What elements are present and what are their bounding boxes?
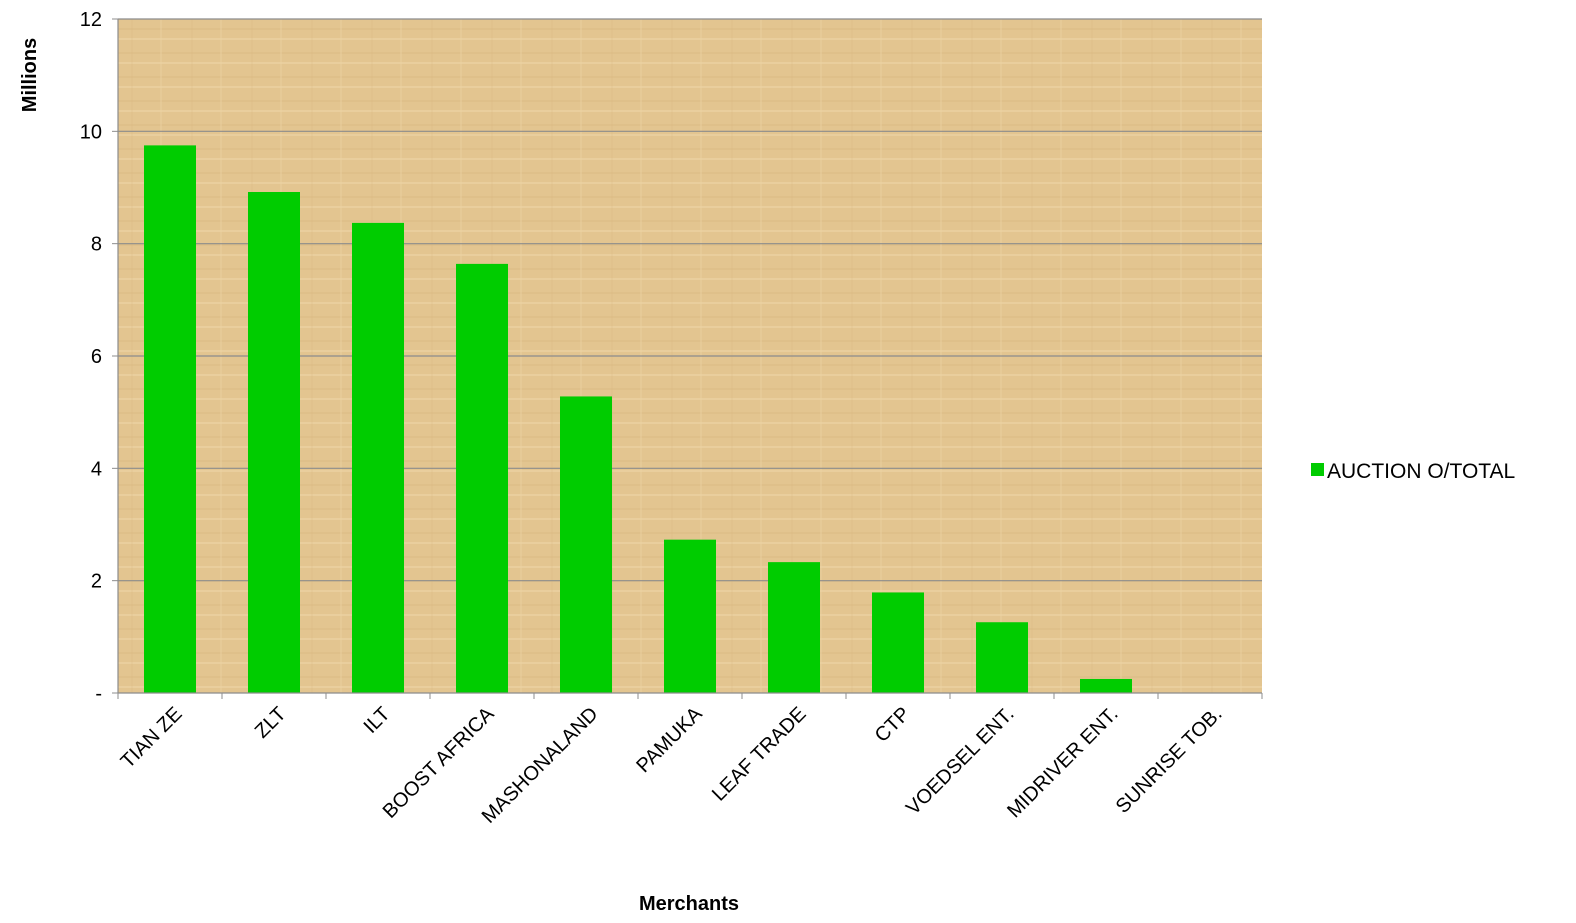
bar — [1080, 678, 1132, 693]
bar — [560, 396, 612, 693]
x-tick-label: MIDRIVER ENT. — [1003, 703, 1122, 822]
x-tick-label: LEAF TRADE — [708, 703, 811, 806]
x-tick-label: ILT — [360, 703, 395, 738]
y-tick-label: 6 — [91, 346, 102, 368]
x-tick-label: MASHONALAND — [478, 703, 603, 828]
x-tick-label: TIAN ZE — [117, 703, 187, 773]
legend-swatch — [1311, 463, 1324, 476]
bar — [872, 592, 924, 693]
x-tick-label: CTP — [871, 703, 915, 747]
legend-label: AUCTION O/TOTAL — [1327, 460, 1515, 483]
bar — [144, 145, 196, 693]
legend: AUCTION O/TOTAL — [1311, 460, 1515, 483]
x-tick-label: BOOST AFRICA — [379, 703, 499, 823]
x-tick-label: SUNRISE TOB. — [1112, 703, 1227, 818]
bar — [352, 222, 404, 693]
bar — [976, 622, 1028, 693]
y-axis-title: Millions — [19, 38, 41, 112]
gridlines — [118, 18, 1262, 582]
bar — [248, 191, 300, 693]
y-tick-label: 8 — [91, 234, 102, 256]
x-tick-label: PAMUKA — [632, 703, 707, 778]
bars — [144, 145, 1132, 693]
bar — [768, 562, 820, 693]
axes — [112, 18, 1263, 699]
y-tick-labels: - 2 4 6 8 10 12 — [80, 9, 102, 705]
x-axis-title: Merchants — [639, 893, 739, 915]
bar — [456, 263, 508, 693]
y-tick-label: - — [95, 683, 102, 705]
y-tick-label: 2 — [91, 571, 102, 593]
y-tick-label: 4 — [91, 458, 102, 480]
x-tick-label: VOEDSEL ENT. — [902, 703, 1018, 819]
y-tick-label: 12 — [80, 9, 102, 31]
bar — [664, 539, 716, 693]
x-tick-label: ZLT — [251, 703, 291, 743]
y-tick-label: 10 — [80, 121, 102, 143]
